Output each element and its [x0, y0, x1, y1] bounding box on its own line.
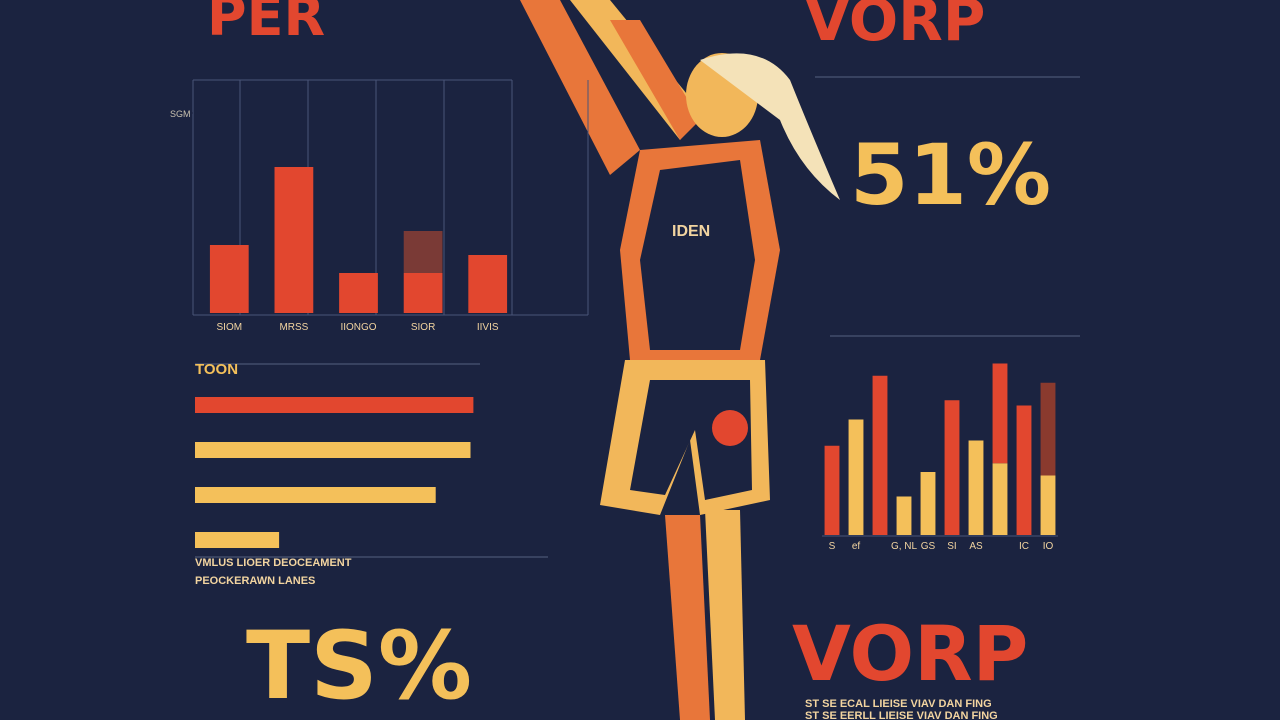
x-tick-label: G, NL [891, 541, 918, 552]
heading-vorp: VORP [805, 0, 985, 54]
bar [968, 440, 984, 535]
footnote: ST SE ECAL LIEISE VIAV DAN FING [805, 698, 992, 710]
x-tick-label: IIVIS [477, 322, 499, 333]
x-tick-label: MRSS [279, 322, 308, 333]
bar [1016, 405, 1032, 535]
bar [339, 273, 378, 313]
caption: PEOCKERAWN LANES [195, 575, 315, 587]
x-tick-label: IIONGO [340, 322, 376, 333]
x-tick-label: GS [921, 541, 936, 552]
bar [824, 445, 840, 535]
x-tick-label: ef [852, 541, 861, 552]
x-tick-label: SIOM [217, 322, 243, 333]
bar [195, 442, 471, 458]
x-tick-label: AS [969, 541, 983, 552]
chart-title: TOON [195, 361, 238, 378]
x-tick-label: IO [1043, 541, 1054, 552]
bar [992, 363, 1008, 464]
heading-ts: TS% [246, 612, 472, 720]
bar [1040, 475, 1056, 535]
bar [896, 496, 912, 535]
player-illustration: IDEN [520, 0, 840, 720]
heading-vorp-bottom: VORP [792, 609, 1028, 698]
bar [195, 532, 280, 548]
jersey-text: IDEN [672, 223, 710, 240]
bar [274, 167, 314, 313]
x-tick-label: IC [1019, 541, 1029, 552]
stat-percent: 51% [850, 126, 1051, 224]
bar [992, 463, 1008, 535]
bar [848, 419, 864, 535]
x-tick-label: S [829, 541, 836, 552]
bar [468, 255, 508, 313]
bar [872, 375, 888, 535]
x-tick-label: SI [947, 541, 956, 552]
bar [209, 245, 249, 313]
bar [944, 400, 960, 535]
caption: VMLUS LIOER DEOCEAMENT [195, 557, 352, 569]
bar [195, 487, 436, 503]
bar [403, 231, 443, 273]
heading-per: PER [207, 0, 325, 48]
bar [1040, 382, 1056, 476]
bar [403, 273, 443, 313]
footnote: ST SE EERLL LIEISE VIAV DAN FING [805, 710, 998, 720]
x-tick-label: SIOR [411, 322, 435, 333]
y-tick-label: SGM [170, 109, 191, 119]
bar [195, 397, 474, 413]
bar [920, 472, 936, 535]
